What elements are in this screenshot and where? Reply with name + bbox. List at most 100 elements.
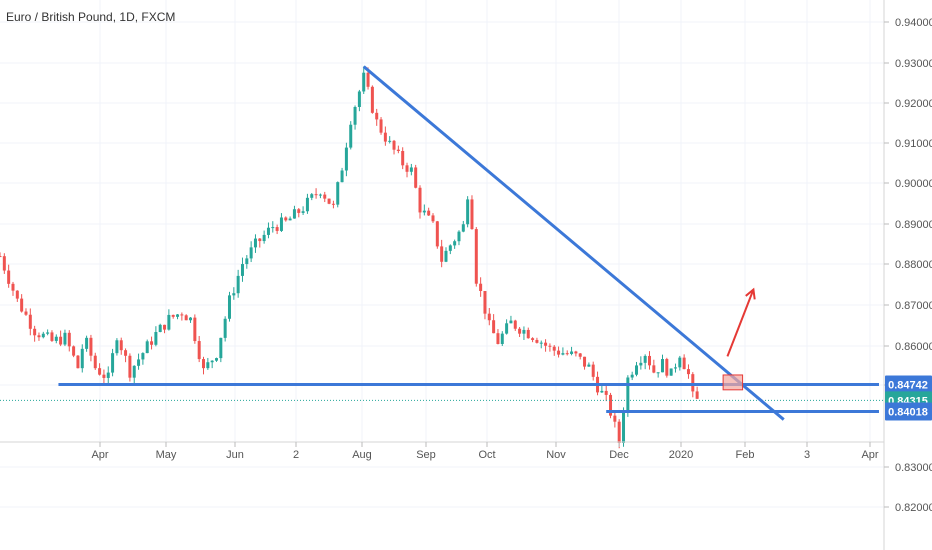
candle bbox=[2, 253, 6, 274]
candle bbox=[171, 314, 175, 319]
price-badge: 0.84018 bbox=[885, 402, 932, 421]
candle bbox=[548, 343, 552, 352]
candle bbox=[297, 207, 301, 218]
candle bbox=[539, 340, 543, 349]
candle bbox=[379, 117, 383, 135]
candle bbox=[522, 326, 526, 340]
time-tick-label: Nov bbox=[546, 449, 566, 461]
candle bbox=[340, 167, 344, 183]
candle bbox=[59, 330, 63, 347]
time-axis[interactable]: Apr May Jun 2 Aug Sep Oct Nov Dec 2020 Feb 3 Apr bbox=[0, 441, 884, 461]
candle bbox=[648, 351, 651, 370]
candle bbox=[509, 315, 513, 324]
candle bbox=[388, 136, 392, 144]
candle bbox=[682, 354, 686, 370]
candle bbox=[639, 356, 643, 370]
candle bbox=[167, 309, 171, 331]
candle bbox=[202, 356, 206, 375]
candle bbox=[150, 336, 154, 350]
candle bbox=[128, 353, 132, 382]
breakout-arrow[interactable] bbox=[726, 287, 756, 357]
candle bbox=[444, 247, 448, 263]
candle bbox=[288, 216, 292, 221]
candle bbox=[353, 105, 357, 130]
candle bbox=[93, 352, 97, 370]
time-tick-label: Feb bbox=[736, 449, 755, 461]
candle bbox=[669, 368, 673, 376]
candle bbox=[141, 352, 145, 365]
price-tick-label: 0.94000 bbox=[895, 17, 932, 29]
candle bbox=[643, 354, 647, 370]
candle bbox=[102, 369, 106, 384]
candle bbox=[440, 239, 444, 268]
candle bbox=[67, 330, 71, 352]
candle bbox=[552, 345, 556, 356]
candle bbox=[613, 411, 617, 428]
time-tick-label: Aug bbox=[352, 449, 372, 461]
candle bbox=[245, 255, 249, 269]
candle bbox=[80, 344, 84, 373]
candle bbox=[630, 371, 634, 381]
candle bbox=[236, 269, 240, 298]
candle bbox=[583, 356, 587, 370]
candle bbox=[184, 314, 188, 321]
candle bbox=[600, 385, 604, 393]
candle bbox=[0, 252, 2, 258]
time-tick-label: Jun bbox=[226, 449, 244, 461]
time-tick-label: Dec bbox=[609, 449, 629, 461]
candle bbox=[292, 205, 296, 219]
candle bbox=[453, 239, 457, 249]
price-badge-label: 0.84742 bbox=[888, 380, 928, 392]
candle bbox=[578, 352, 582, 360]
chart-annotations[interactable] bbox=[0, 65, 884, 421]
candle bbox=[28, 308, 32, 336]
candle bbox=[414, 164, 418, 189]
candle bbox=[535, 337, 539, 344]
candle bbox=[323, 191, 327, 203]
chart-grid bbox=[0, 0, 884, 508]
candle bbox=[63, 329, 67, 347]
candle bbox=[119, 337, 123, 355]
candle bbox=[344, 142, 348, 177]
candle bbox=[266, 222, 270, 239]
candle bbox=[318, 193, 322, 199]
candlestick-series bbox=[0, 66, 699, 449]
candle bbox=[41, 331, 45, 339]
price-tick-label: 0.89000 bbox=[895, 219, 932, 231]
candle bbox=[401, 147, 405, 170]
candle bbox=[396, 145, 400, 154]
price-axis[interactable]: 0.94000 0.93000 0.92000 0.91000 0.90000 0.890… bbox=[883, 0, 932, 550]
candle bbox=[279, 213, 283, 232]
candle bbox=[656, 372, 660, 378]
candle bbox=[85, 335, 89, 352]
price-badge: 0.84742 bbox=[885, 375, 932, 394]
time-tick-label: 3 bbox=[804, 449, 810, 461]
price-tick-label: 0.87000 bbox=[895, 300, 932, 312]
candle bbox=[115, 338, 119, 356]
breakout-zone-box[interactable] bbox=[722, 374, 744, 391]
candle bbox=[284, 216, 288, 222]
candle bbox=[50, 330, 54, 342]
candle bbox=[673, 363, 677, 373]
candle bbox=[15, 290, 19, 302]
candle bbox=[72, 345, 76, 358]
candle bbox=[240, 257, 244, 282]
candle bbox=[137, 353, 141, 370]
candle bbox=[405, 162, 409, 178]
candle bbox=[526, 327, 530, 339]
candle bbox=[275, 224, 279, 235]
candle bbox=[427, 207, 431, 216]
candle bbox=[210, 360, 214, 369]
descending-trendline[interactable] bbox=[362, 65, 785, 421]
price-tick-label: 0.82000 bbox=[895, 502, 932, 514]
candle bbox=[193, 314, 197, 344]
candle bbox=[652, 359, 656, 374]
candle bbox=[189, 317, 193, 323]
candle bbox=[665, 357, 669, 378]
candle bbox=[418, 185, 422, 219]
candle bbox=[448, 244, 452, 255]
candle bbox=[215, 357, 218, 362]
candle bbox=[392, 139, 396, 155]
